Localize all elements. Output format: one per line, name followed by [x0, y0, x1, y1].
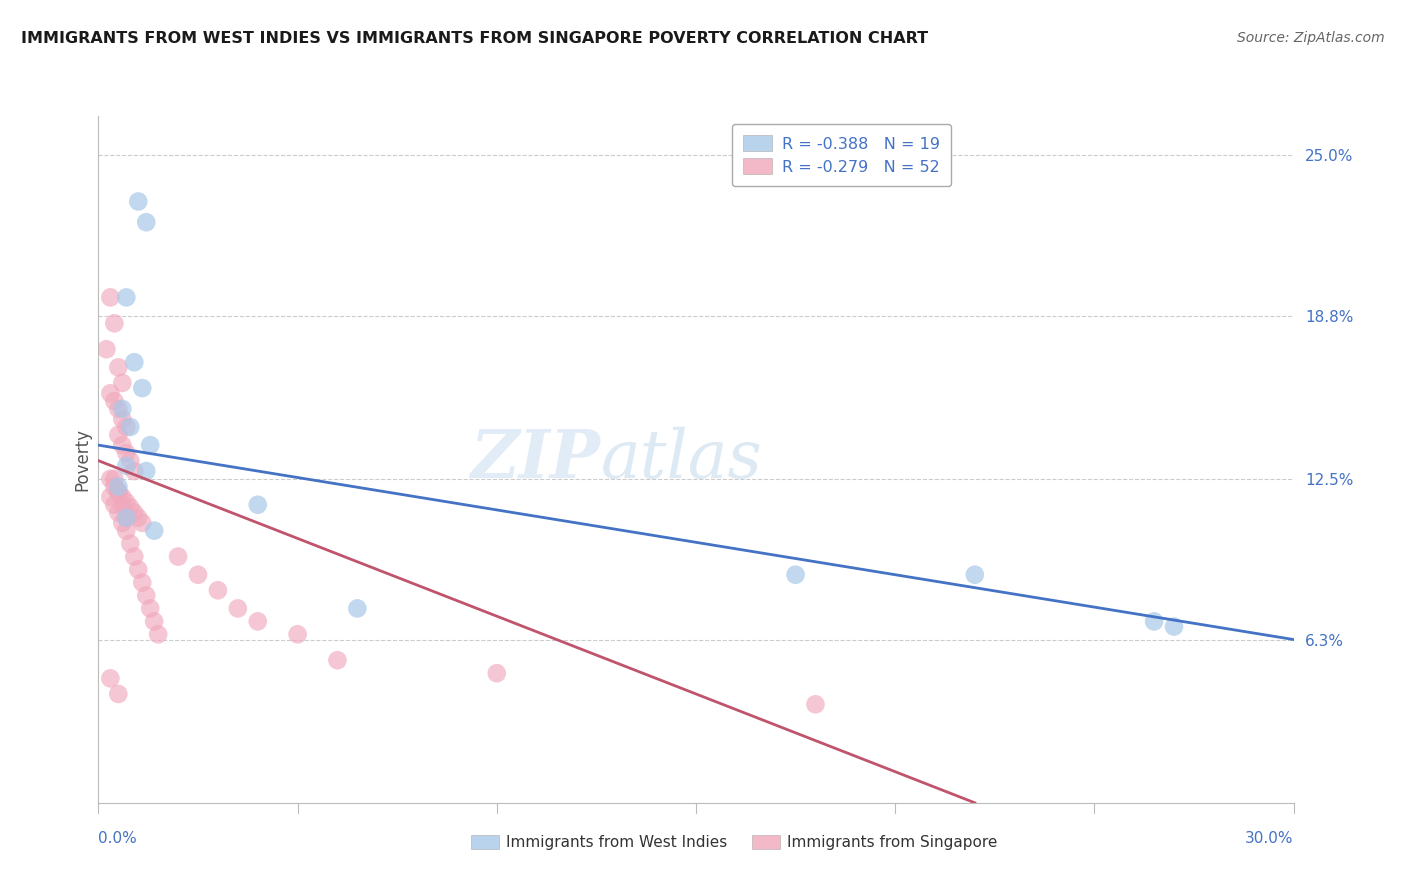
- Point: [111, 516, 134, 530]
- Point: [131, 381, 153, 395]
- Point: [115, 458, 138, 473]
- Point: [107, 401, 129, 416]
- Point: [115, 524, 138, 538]
- Point: [1143, 615, 1166, 629]
- Point: [115, 510, 138, 524]
- Text: 0.0%: 0.0%: [98, 831, 138, 846]
- Text: IMMIGRANTS FROM WEST INDIES VS IMMIGRANTS FROM SINGAPORE POVERTY CORRELATION CHA: IMMIGRANTS FROM WEST INDIES VS IMMIGRANT…: [21, 31, 928, 46]
- Point: [111, 401, 134, 416]
- Point: [326, 653, 349, 667]
- Point: [124, 549, 146, 564]
- Point: [111, 412, 134, 426]
- Point: [96, 343, 118, 357]
- Point: [246, 615, 269, 629]
- Text: 30.0%: 30.0%: [1246, 831, 1294, 846]
- Point: [131, 516, 153, 530]
- Point: [115, 510, 138, 524]
- Point: [287, 627, 309, 641]
- Point: [107, 360, 129, 375]
- Point: [120, 536, 142, 550]
- Point: [107, 484, 129, 499]
- Point: [187, 567, 209, 582]
- Text: Immigrants from Singapore: Immigrants from Singapore: [787, 836, 998, 850]
- Point: [107, 427, 129, 442]
- Point: [785, 567, 807, 582]
- Point: [115, 495, 138, 509]
- Point: [98, 386, 122, 401]
- Point: [485, 666, 508, 681]
- Point: [107, 484, 129, 499]
- Point: [148, 627, 170, 641]
- Point: [124, 355, 146, 369]
- Point: [111, 376, 134, 390]
- Point: [127, 510, 149, 524]
- Point: [804, 698, 827, 712]
- Point: [107, 480, 129, 494]
- Point: [98, 672, 122, 686]
- Point: [139, 601, 162, 615]
- Text: ZIP: ZIP: [471, 427, 600, 491]
- Point: [207, 583, 229, 598]
- Text: Source: ZipAtlas.com: Source: ZipAtlas.com: [1237, 31, 1385, 45]
- Point: [98, 472, 122, 486]
- Point: [120, 453, 142, 467]
- Point: [107, 687, 129, 701]
- Point: [120, 500, 142, 515]
- Point: [98, 290, 122, 304]
- Point: [103, 394, 125, 409]
- Point: [120, 420, 142, 434]
- Legend: R = -0.388   N = 19, R = -0.279   N = 52: R = -0.388 N = 19, R = -0.279 N = 52: [733, 124, 950, 186]
- Text: atlas: atlas: [600, 426, 762, 492]
- Point: [1163, 619, 1185, 633]
- Point: [103, 316, 125, 330]
- Point: [127, 562, 149, 576]
- Point: [111, 498, 134, 512]
- Point: [115, 420, 138, 434]
- Point: [135, 464, 157, 478]
- Point: [103, 472, 125, 486]
- Point: [246, 498, 269, 512]
- Point: [111, 438, 134, 452]
- Point: [124, 464, 146, 478]
- Point: [98, 490, 122, 504]
- Point: [131, 575, 153, 590]
- Point: [107, 506, 129, 520]
- Point: [103, 480, 125, 494]
- Point: [115, 290, 138, 304]
- Point: [135, 589, 157, 603]
- Point: [963, 567, 986, 582]
- Point: [111, 490, 134, 504]
- Point: [226, 601, 249, 615]
- Point: [135, 215, 157, 229]
- Point: [124, 506, 146, 520]
- Point: [346, 601, 368, 615]
- Point: [167, 549, 190, 564]
- Point: [127, 194, 149, 209]
- Y-axis label: Poverty: Poverty: [73, 428, 91, 491]
- Text: Immigrants from West Indies: Immigrants from West Indies: [506, 836, 727, 850]
- Point: [115, 446, 138, 460]
- Point: [139, 438, 162, 452]
- Point: [143, 524, 166, 538]
- Point: [103, 498, 125, 512]
- Point: [143, 615, 166, 629]
